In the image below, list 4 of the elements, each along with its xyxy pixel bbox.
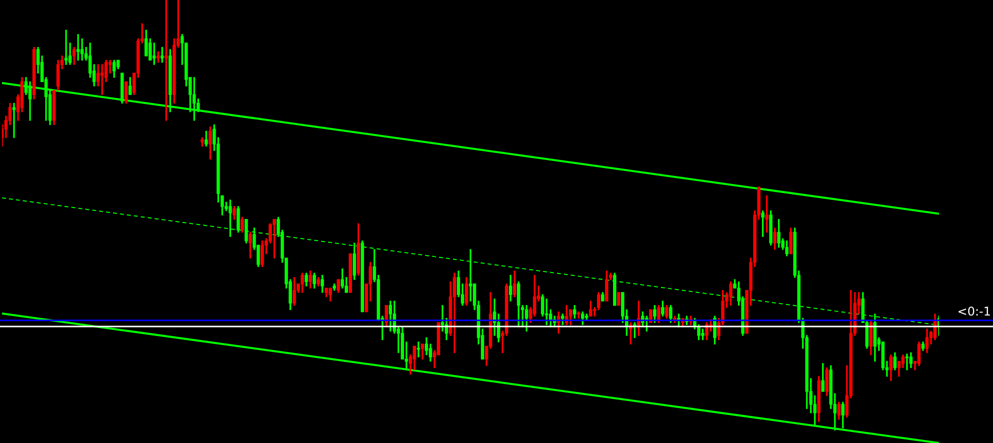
candlestick [64,30,68,65]
ref-line-label: <0:-1 [957,304,991,319]
candlestick [12,102,16,138]
candlestick [468,249,472,302]
